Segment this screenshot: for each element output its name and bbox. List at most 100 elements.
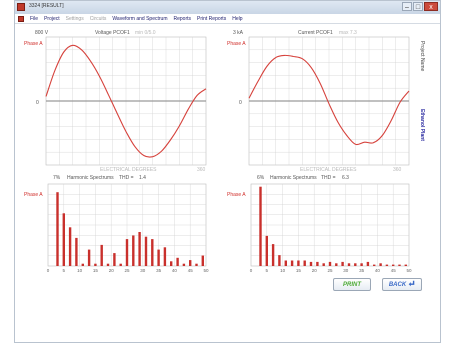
voltage-range-label: 800 V — [35, 30, 49, 36]
current-thd-label: THD = — [321, 175, 336, 181]
harmonic-bar — [278, 255, 281, 266]
harmonic-bar — [87, 249, 91, 266]
harmonic-bar — [347, 263, 351, 266]
harmonic-bar — [284, 260, 287, 266]
harmonic-bar — [132, 235, 135, 266]
harmonic-bar — [144, 236, 148, 266]
print-button-label: PRINT — [343, 282, 361, 288]
title-bar[interactable]: 3324 [RESULT] – □ x — [15, 1, 440, 15]
x-tick-label: 15 — [93, 268, 99, 273]
app-icon — [17, 3, 25, 11]
current-x-end-label: 360 — [393, 167, 402, 173]
voltage-phase-label: Phase A — [24, 41, 43, 47]
harmonic-bar — [385, 264, 389, 266]
voltage-x-axis-label: ELECTRICAL DEGREES — [100, 167, 157, 173]
x-tick-label: 30 — [343, 268, 349, 273]
harmonic-bar — [201, 255, 204, 266]
x-tick-label: 40 — [375, 268, 381, 273]
print-button[interactable]: PRINT — [333, 278, 371, 291]
harmonic-bar — [62, 213, 65, 266]
menu-print-reports[interactable]: Print Reports — [197, 15, 227, 22]
voltage-waveform-chart — [45, 36, 207, 166]
harmonic-bar — [335, 263, 338, 266]
voltage-spectrum-scale: 7% — [53, 175, 61, 181]
harmonic-bar — [316, 261, 319, 266]
menu-app-icon — [18, 15, 24, 22]
maximize-button[interactable]: □ — [413, 2, 423, 11]
harmonic-bar — [100, 244, 103, 266]
menu-project[interactable]: Project — [44, 15, 60, 22]
menu-circuits[interactable]: Circuits — [89, 15, 107, 22]
harmonic-bar — [75, 237, 78, 266]
x-tick-label: 0 — [250, 268, 253, 273]
harmonic-bar — [119, 263, 122, 266]
harmonic-bar — [81, 263, 84, 266]
harmonic-bar — [265, 235, 268, 266]
harmonic-bar — [170, 261, 173, 266]
harmonic-bar — [259, 186, 262, 266]
harmonic-bar — [113, 253, 116, 266]
x-tick-label: 15 — [296, 268, 302, 273]
voltage-chart-title-suffix: min 0/5.0 — [135, 30, 156, 36]
harmonic-bar — [398, 264, 401, 266]
current-chart-title-suffix: max 7.3 — [339, 30, 357, 36]
harmonic-bar — [379, 263, 382, 266]
voltage-harmonic-spectrum-chart: 0 5 10 15 20 25 30 35 40 45 50 — [47, 183, 209, 273]
current-chart-title: Current PCOF1 — [298, 30, 333, 36]
x-tick-label: 50 — [203, 268, 209, 273]
harmonic-bar — [328, 261, 332, 266]
current-thd-value: 6.3 — [342, 175, 349, 181]
harmonic-bar — [125, 239, 129, 266]
harmonic-bar — [309, 261, 313, 266]
x-tick-label: 10 — [77, 268, 83, 273]
harmonic-bar — [106, 263, 110, 266]
current-spectrum-phase-label: Phase A — [227, 192, 246, 198]
harmonic-bar — [163, 247, 167, 266]
harmonic-bar — [189, 260, 192, 266]
voltage-y-mid-label: 0 — [36, 100, 39, 106]
harmonic-bar — [360, 263, 363, 266]
x-tick-label: 35 — [359, 268, 365, 273]
project-name-link[interactable]: Project Name — [419, 41, 425, 72]
menu-settings[interactable]: Settings — [65, 15, 84, 22]
app-window: 3324 [RESULT] – □ x File Project Setting… — [14, 0, 441, 343]
harmonic-bar — [157, 249, 160, 266]
current-harmonic-spectrum-chart: 0 5 10 15 20 25 30 35 40 45 50 — [250, 183, 412, 273]
x-tick-label: 45 — [188, 268, 194, 273]
x-tick-label: 35 — [156, 268, 162, 273]
harmonic-bar — [151, 239, 154, 266]
ethanol-plant-link[interactable]: Ethanol Plant — [419, 109, 425, 141]
window-title: 3324 [RESULT] — [29, 3, 64, 9]
x-tick-label: 10 — [280, 268, 286, 273]
x-tick-label: 50 — [406, 268, 412, 273]
back-button-label: BACK — [388, 282, 407, 288]
voltage-spectrum-phase-label: Phase A — [24, 192, 43, 198]
current-waveform-chart — [248, 36, 410, 166]
harmonic-bar — [303, 260, 306, 266]
close-button[interactable]: x — [424, 2, 438, 11]
menu-file[interactable]: File — [30, 15, 39, 22]
minimize-button[interactable]: – — [402, 2, 412, 11]
menu-bar: File Project Settings Circuits Waveform … — [15, 14, 440, 24]
phase-a-waveform-line — [248, 54, 410, 146]
current-spectrum-scale: 6% — [257, 175, 265, 181]
voltage-thd-value: 1.4 — [139, 175, 146, 181]
harmonic-bar — [176, 257, 179, 266]
current-x-axis-label: ELECTRICAL DEGREES — [300, 167, 357, 173]
harmonic-bar — [68, 227, 72, 266]
harmonic-bar — [56, 192, 59, 266]
voltage-thd-label: THD = — [119, 175, 134, 181]
x-tick-label: 25 — [327, 268, 333, 273]
voltage-x-end-label: 360 — [197, 167, 206, 173]
menu-reports[interactable]: Reports — [173, 15, 192, 22]
menu-waveform-and-spectrum[interactable]: Waveform and Spectrum — [112, 15, 168, 22]
x-tick-label: 25 — [124, 268, 130, 273]
back-button[interactable]: BACK — [382, 278, 422, 291]
menu-help[interactable]: Help — [232, 15, 243, 22]
x-tick-label: 20 — [312, 268, 318, 273]
harmonic-bar — [366, 261, 370, 266]
x-tick-label: 20 — [109, 268, 115, 273]
harmonic-bar — [341, 261, 344, 266]
x-tick-label: 45 — [391, 268, 397, 273]
harmonic-bar — [271, 244, 275, 266]
